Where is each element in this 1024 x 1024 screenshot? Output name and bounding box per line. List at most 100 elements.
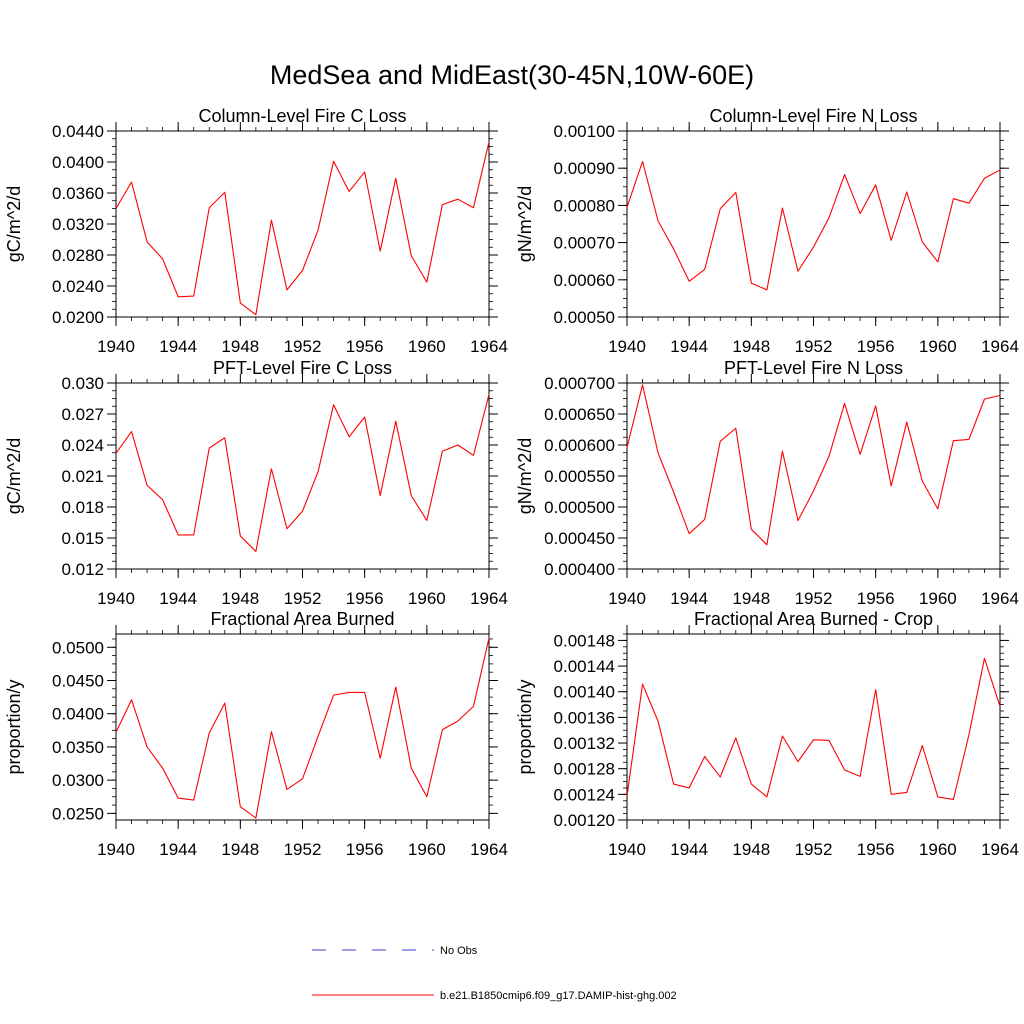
y-tick-label: 0.000650 <box>544 405 615 424</box>
x-tick-label: 1952 <box>795 589 833 608</box>
y-tick-label: 0.0300 <box>52 771 104 790</box>
y-tick-label: 0.00100 <box>554 122 615 141</box>
plot-frame <box>115 130 490 318</box>
legend: No Obs b.e21.B1850cmip6.f09_g17.DAMIP-his… <box>312 945 677 1002</box>
y-tick-label: 0.00132 <box>554 734 615 753</box>
x-tick-label: 1956 <box>857 840 895 859</box>
x-tick-label: 1952 <box>795 840 833 859</box>
x-tick-label: 1948 <box>221 840 259 859</box>
y-tick-label: 0.0250 <box>52 804 104 823</box>
x-tick-label: 1952 <box>795 337 833 356</box>
x-tick-label: 1964 <box>981 840 1019 859</box>
x-tick-label: 1952 <box>284 589 322 608</box>
y-tick-label: 0.000500 <box>544 498 615 517</box>
x-tick-label: 1964 <box>981 589 1019 608</box>
y-tick-label: 0.0360 <box>52 184 104 203</box>
x-tick-label: 1964 <box>470 589 508 608</box>
y-tick-label: 0.0400 <box>52 153 104 172</box>
series-line-1 <box>626 384 1001 546</box>
x-tick-label: 1948 <box>732 337 770 356</box>
legend-label-2: b.e21.B1850cmip6.f09_g17.DAMIP-hist-ghg.… <box>440 990 677 1002</box>
x-tick-label: 1940 <box>608 337 646 356</box>
x-tick-label: 1964 <box>470 337 508 356</box>
x-tick-label: 1960 <box>919 589 957 608</box>
minor-ticks <box>623 630 1004 824</box>
y-tick-label: 0.030 <box>61 374 104 393</box>
x-tick-label: 1960 <box>919 840 957 859</box>
y-tick-label: 0.00128 <box>554 760 615 779</box>
subplot-title: Fractional Area Burned - Crop <box>694 609 933 629</box>
figure-title: MedSea and MidEast(30-45N,10W-60E) <box>270 60 754 90</box>
y-axis-label: gN/m^2/d <box>515 186 535 262</box>
chart-panel-4: PFT-Level Fire N Loss gN/m^2/d 1940 1944 194… <box>515 358 1019 608</box>
y-tick-label: 0.000550 <box>544 467 615 486</box>
y-tick-label: 0.00136 <box>554 708 615 727</box>
plot-frame <box>115 633 490 821</box>
y-tick-label: 0.00050 <box>554 308 615 327</box>
subplot-title: Column-Level Fire N Loss <box>709 106 917 126</box>
y-tick-label: 0.024 <box>61 436 104 455</box>
x-tick-label: 1960 <box>408 589 446 608</box>
plot-frame <box>626 633 1001 821</box>
y-axis-label: gC/m^2/d <box>4 438 24 514</box>
y-tick-label: 0.00090 <box>554 159 615 178</box>
x-tick-label: 1956 <box>857 589 895 608</box>
x-tick-label: 1964 <box>470 840 508 859</box>
x-tick-label: 1952 <box>284 337 322 356</box>
x-tick-label: 1956 <box>857 337 895 356</box>
y-axis-label: proportion/y <box>4 679 24 774</box>
plot-frame <box>626 382 1001 570</box>
chart-panel-5: Fractional Area Burned proportion/y 1940 19… <box>4 609 508 859</box>
y-tick-label: 0.00070 <box>554 234 615 253</box>
x-tick-label: 1944 <box>159 840 197 859</box>
x-tick-label: 1964 <box>981 337 1019 356</box>
x-tick-label: 1948 <box>732 589 770 608</box>
subplot-title: PFT-Level Fire C Loss <box>213 358 392 378</box>
minor-ticks <box>112 127 493 321</box>
x-tick-label: 1948 <box>221 589 259 608</box>
subplot-title: Column-Level Fire C Loss <box>198 106 406 126</box>
series-line-1 <box>626 160 1001 291</box>
x-tick-label: 1956 <box>346 840 384 859</box>
x-tick-label: 1944 <box>670 840 708 859</box>
y-axis-label: gC/m^2/d <box>4 186 24 262</box>
x-tick-label: 1960 <box>408 337 446 356</box>
series-line-1 <box>115 637 490 819</box>
y-tick-label: 0.0200 <box>52 308 104 327</box>
y-tick-label: 0.000700 <box>544 374 615 393</box>
y-tick-label: 0.0500 <box>52 638 104 657</box>
y-tick-label: 0.00124 <box>554 785 615 804</box>
x-tick-label: 1956 <box>346 337 384 356</box>
y-tick-label: 0.00120 <box>554 811 615 830</box>
chart-panel-2: Column-Level Fire N Loss gN/m^2/d 1940 1944… <box>515 106 1019 356</box>
x-tick-label: 1940 <box>97 589 135 608</box>
legend-label-1: No Obs <box>440 945 478 957</box>
x-tick-label: 1940 <box>608 589 646 608</box>
x-tick-label: 1948 <box>221 337 259 356</box>
chart-panel-6: Fractional Area Burned - Crop proportion/… <box>515 609 1019 859</box>
y-tick-label: 0.0450 <box>52 672 104 691</box>
subplot-title: Fractional Area Burned <box>210 609 394 629</box>
x-tick-label: 1944 <box>159 589 197 608</box>
y-axis-label: gN/m^2/d <box>515 438 535 514</box>
y-tick-label: 0.00144 <box>554 657 615 676</box>
minor-ticks <box>112 379 493 573</box>
chart-panels: Column-Level Fire C Loss gC/m^2/d 1940 1944… <box>4 106 1019 859</box>
subplot-title: PFT-Level Fire N Loss <box>724 358 903 378</box>
plot-frame <box>115 382 490 570</box>
minor-ticks <box>623 379 1004 573</box>
x-tick-label: 1944 <box>670 337 708 356</box>
y-tick-label: 0.0280 <box>52 246 104 265</box>
y-tick-label: 0.012 <box>61 560 104 579</box>
y-tick-label: 0.000600 <box>544 436 615 455</box>
x-tick-label: 1960 <box>408 840 446 859</box>
y-tick-label: 0.0320 <box>52 215 104 234</box>
x-tick-label: 1948 <box>732 840 770 859</box>
x-tick-label: 1940 <box>97 840 135 859</box>
y-tick-label: 0.018 <box>61 498 104 517</box>
y-tick-label: 0.0240 <box>52 277 104 296</box>
x-tick-label: 1956 <box>346 589 384 608</box>
x-tick-label: 1952 <box>284 840 322 859</box>
y-tick-label: 0.00080 <box>554 196 615 215</box>
